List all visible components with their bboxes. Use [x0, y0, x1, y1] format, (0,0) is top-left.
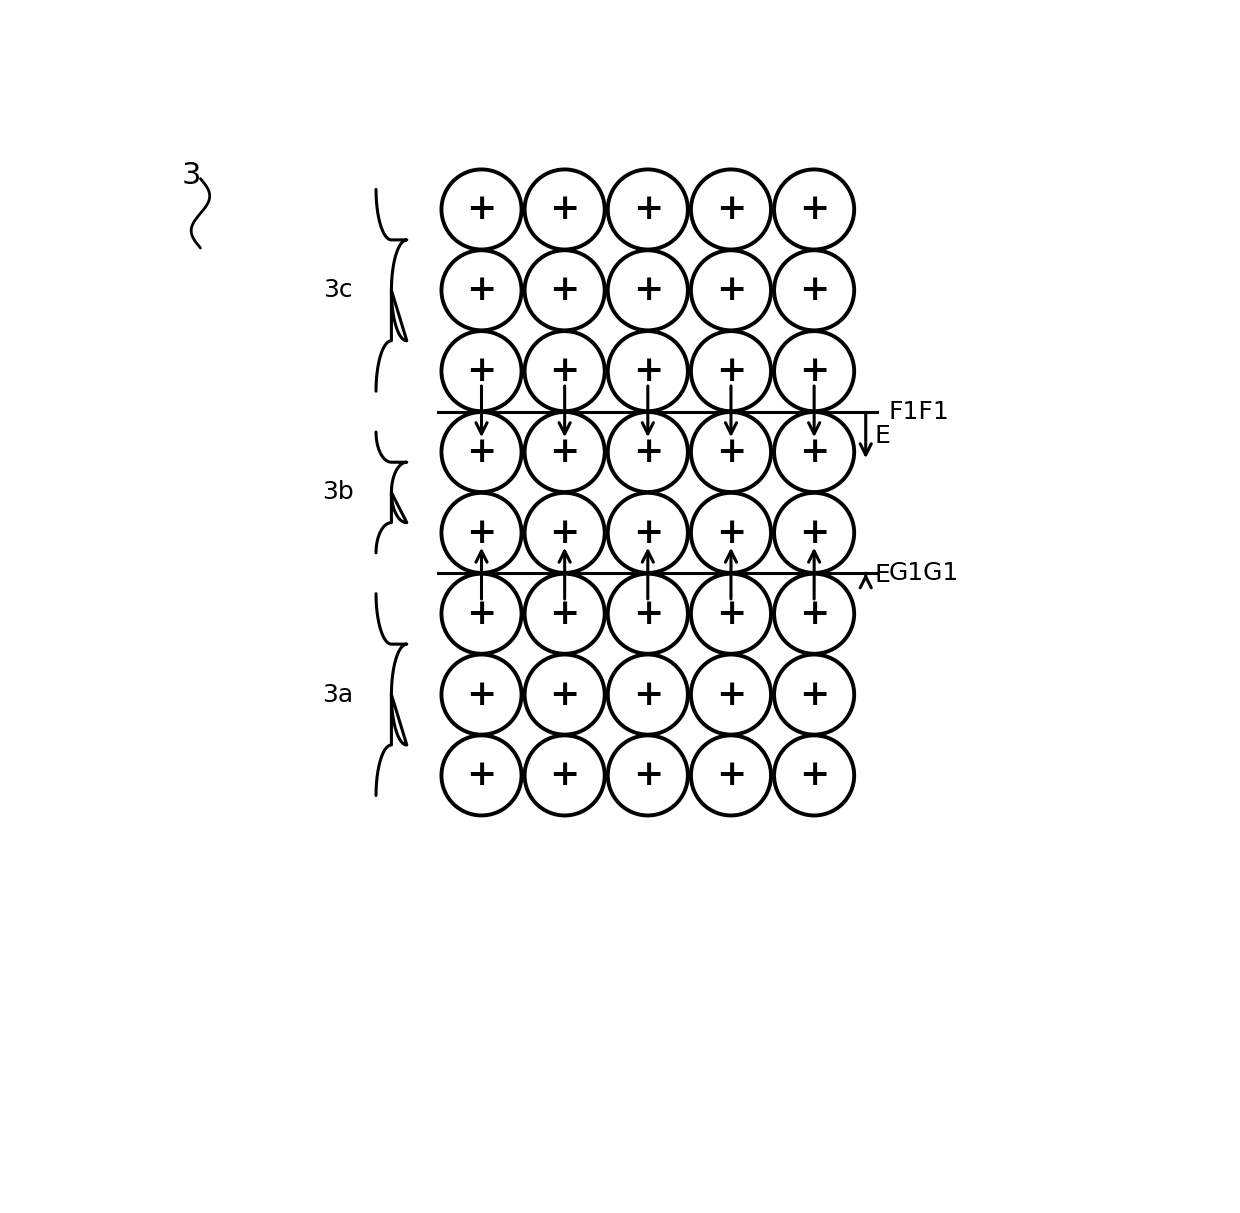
- Circle shape: [608, 331, 688, 411]
- Circle shape: [525, 655, 605, 735]
- Circle shape: [691, 412, 771, 492]
- Text: +: +: [632, 758, 663, 792]
- Circle shape: [441, 492, 522, 573]
- Circle shape: [525, 412, 605, 492]
- Text: +: +: [632, 273, 663, 307]
- Circle shape: [691, 735, 771, 815]
- Text: +: +: [715, 273, 746, 307]
- Text: 3b: 3b: [321, 480, 353, 505]
- Circle shape: [774, 655, 854, 735]
- Text: +: +: [632, 678, 663, 712]
- Circle shape: [608, 250, 688, 330]
- Circle shape: [441, 735, 522, 815]
- Text: E: E: [875, 425, 890, 449]
- Text: +: +: [466, 758, 497, 792]
- Text: +: +: [632, 597, 663, 631]
- Text: +: +: [549, 273, 580, 307]
- Text: E: E: [875, 563, 890, 587]
- Circle shape: [441, 574, 522, 654]
- Circle shape: [525, 331, 605, 411]
- Circle shape: [691, 331, 771, 411]
- Circle shape: [691, 492, 771, 573]
- Circle shape: [608, 574, 688, 654]
- Text: +: +: [632, 435, 663, 469]
- Text: 3c: 3c: [322, 278, 352, 302]
- Text: 3: 3: [181, 161, 201, 190]
- Text: G1G1: G1G1: [889, 562, 959, 586]
- Text: +: +: [715, 516, 746, 549]
- Circle shape: [608, 655, 688, 735]
- Circle shape: [774, 412, 854, 492]
- Text: +: +: [799, 678, 830, 712]
- Circle shape: [441, 331, 522, 411]
- Text: +: +: [632, 193, 663, 227]
- Circle shape: [608, 412, 688, 492]
- Circle shape: [774, 492, 854, 573]
- Text: F1F1: F1F1: [889, 399, 950, 423]
- Text: +: +: [466, 273, 497, 307]
- Text: +: +: [549, 678, 580, 712]
- Circle shape: [525, 574, 605, 654]
- Circle shape: [691, 655, 771, 735]
- Text: +: +: [799, 516, 830, 549]
- Text: +: +: [466, 193, 497, 227]
- Text: +: +: [715, 758, 746, 792]
- Text: +: +: [715, 193, 746, 227]
- Text: +: +: [549, 193, 580, 227]
- Circle shape: [441, 655, 522, 735]
- Text: +: +: [466, 597, 497, 631]
- Circle shape: [525, 170, 605, 250]
- Text: +: +: [632, 516, 663, 549]
- Text: +: +: [799, 193, 830, 227]
- Text: +: +: [715, 435, 746, 469]
- Text: +: +: [632, 354, 663, 388]
- Circle shape: [441, 170, 522, 250]
- Text: +: +: [466, 678, 497, 712]
- Circle shape: [774, 331, 854, 411]
- Circle shape: [525, 250, 605, 330]
- Text: +: +: [715, 597, 746, 631]
- Text: +: +: [799, 273, 830, 307]
- Text: +: +: [466, 516, 497, 549]
- Circle shape: [441, 412, 522, 492]
- Text: +: +: [715, 354, 746, 388]
- Text: 3a: 3a: [322, 683, 353, 706]
- Text: +: +: [799, 354, 830, 388]
- Text: +: +: [549, 354, 580, 388]
- Circle shape: [774, 735, 854, 815]
- Circle shape: [774, 574, 854, 654]
- Text: +: +: [715, 678, 746, 712]
- Circle shape: [608, 492, 688, 573]
- Circle shape: [525, 735, 605, 815]
- Text: +: +: [549, 516, 580, 549]
- Circle shape: [774, 250, 854, 330]
- Text: +: +: [799, 758, 830, 792]
- Circle shape: [525, 492, 605, 573]
- Text: +: +: [549, 758, 580, 792]
- Text: +: +: [466, 435, 497, 469]
- Text: +: +: [799, 597, 830, 631]
- Circle shape: [608, 735, 688, 815]
- Circle shape: [441, 250, 522, 330]
- Text: +: +: [549, 435, 580, 469]
- Circle shape: [691, 574, 771, 654]
- Circle shape: [608, 170, 688, 250]
- Circle shape: [691, 250, 771, 330]
- Text: +: +: [799, 435, 830, 469]
- Circle shape: [691, 170, 771, 250]
- Circle shape: [774, 170, 854, 250]
- Text: +: +: [549, 597, 580, 631]
- Text: +: +: [466, 354, 497, 388]
